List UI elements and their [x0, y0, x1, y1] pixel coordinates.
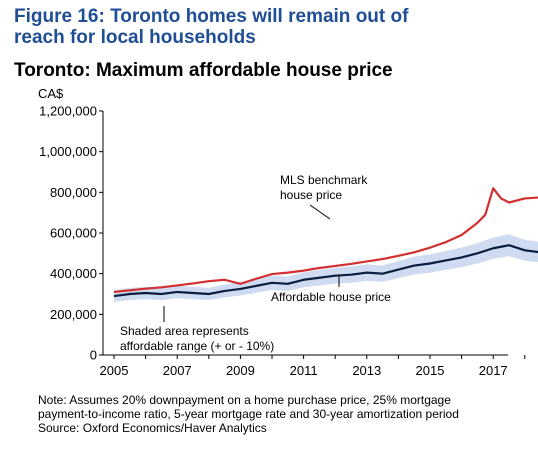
- y-tick-label: 600,000: [50, 226, 97, 241]
- y-tick-label: 400,000: [50, 266, 97, 281]
- annotation-mls-line: house price: [280, 188, 342, 202]
- y-tick-label: 1,000,000: [39, 144, 97, 159]
- annotation-shaded-line: affordable range (+ or - 10%): [120, 339, 274, 353]
- affordable-price-series-line: [113, 244, 538, 298]
- figure-title-line-1: Figure 16: Toronto homes will remain out…: [14, 6, 409, 27]
- affordable-range-band: [114, 234, 538, 302]
- chart-title: Toronto: Maximum affordable house price: [14, 60, 393, 81]
- y-tick-label: 800,000: [50, 185, 97, 200]
- chart-note: Note: Assumes 20% downpayment on a home …: [38, 393, 533, 435]
- y-axis-unit-label: CA$: [38, 86, 64, 101]
- x-tick-label: 2013: [352, 363, 381, 378]
- note-line-1: Note: Assumes 20% downpayment on a home …: [38, 393, 451, 407]
- affordable-range-band-layer: [114, 234, 538, 302]
- y-tick-label: 0: [90, 348, 97, 363]
- note-line-2: payment-to-income ratio, 5-year mortgage…: [38, 407, 459, 421]
- y-tick-label: 1,200,000: [39, 104, 97, 119]
- x-tick-label: 2009: [226, 363, 255, 378]
- annotation-mls-arrow: [309, 204, 331, 220]
- x-tick-label: 2011: [290, 363, 318, 378]
- y-tick-label: 200,000: [50, 307, 97, 322]
- annotations-layer: MLS benchmark house price Affordable house…: [120, 173, 391, 353]
- mls-benchmark-series-line: [113, 187, 538, 294]
- x-tick-label: 2015: [416, 363, 445, 378]
- annotation-mls: MLS benchmark house price: [280, 173, 368, 202]
- annotation-shaded: Shaded area represents affordable range (…: [120, 324, 274, 353]
- annotation-shaded-line: Shaded area represents: [120, 324, 249, 338]
- figure-title: Figure 16: Toronto homes will remain out…: [14, 6, 529, 48]
- x-tick-label: 2007: [163, 363, 192, 378]
- x-tick-label: 2017: [479, 363, 508, 378]
- annotation-mls-line: MLS benchmark: [280, 173, 368, 187]
- figure-title-line-2: reach for local households: [14, 27, 256, 48]
- source-line: Source: Oxford Economics/Haver Analytics: [38, 421, 267, 435]
- x-tick-label: 2005: [100, 363, 129, 378]
- axes-layer: F'cst0200,000400,000600,000800,0001,000,…: [39, 104, 526, 378]
- annotation-affordable: Affordable house price: [271, 290, 391, 304]
- series-lines-layer: [113, 187, 538, 298]
